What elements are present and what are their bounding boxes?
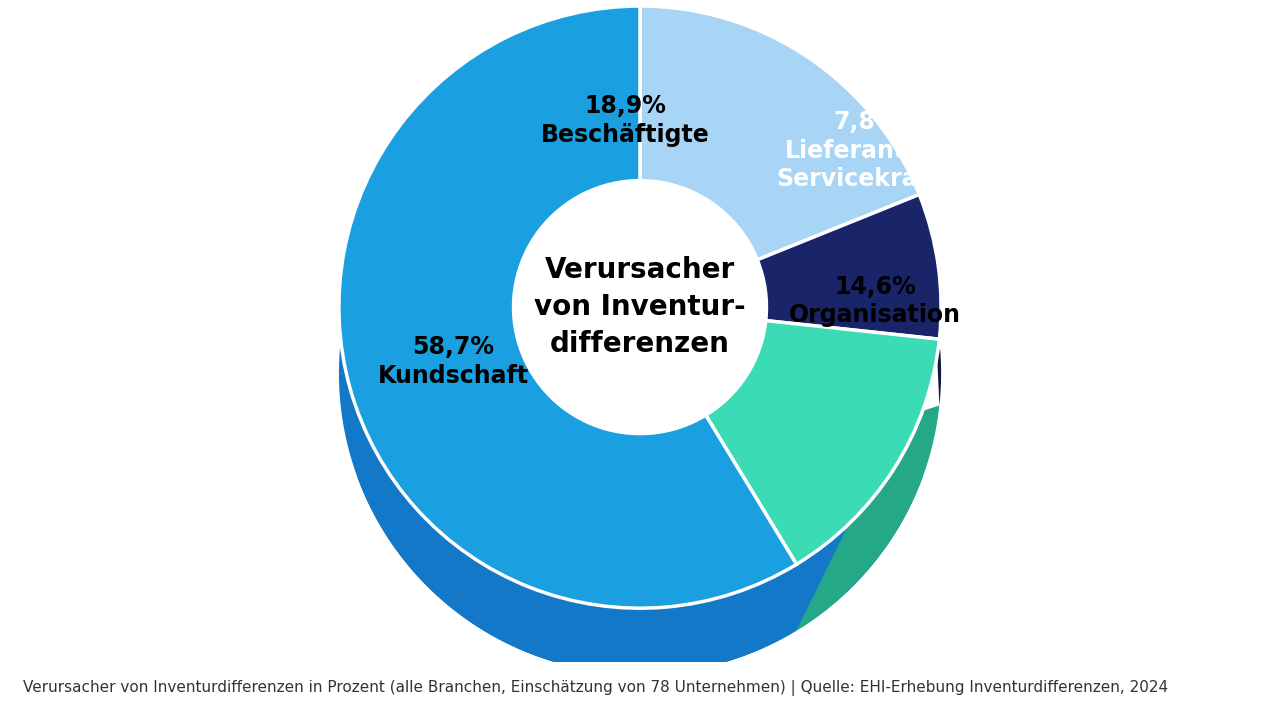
Wedge shape <box>339 6 796 608</box>
Text: Verursacher von Inventurdifferenzen in Prozent (alle Branchen, Einschätzung von : Verursacher von Inventurdifferenzen in P… <box>23 680 1169 696</box>
Text: 58,7%
Kundschaft: 58,7% Kundschaft <box>378 335 529 387</box>
Wedge shape <box>758 194 941 339</box>
Circle shape <box>513 181 767 433</box>
Wedge shape <box>640 6 919 260</box>
Text: 14,6%
Organisation: 14,6% Organisation <box>788 275 961 328</box>
Circle shape <box>513 214 767 467</box>
Polygon shape <box>763 232 941 405</box>
Polygon shape <box>339 238 796 675</box>
Text: Verursacher
von Inventur-
differenzen: Verursacher von Inventur- differenzen <box>534 256 746 358</box>
Polygon shape <box>705 320 940 631</box>
Wedge shape <box>705 320 940 564</box>
Polygon shape <box>357 417 923 675</box>
Text: 18,9%
Beschäftigte: 18,9% Beschäftigte <box>540 94 709 147</box>
Text: 7,8%
Lieferanten/
Servicekräfte: 7,8% Lieferanten/ Servicekräfte <box>776 109 955 192</box>
